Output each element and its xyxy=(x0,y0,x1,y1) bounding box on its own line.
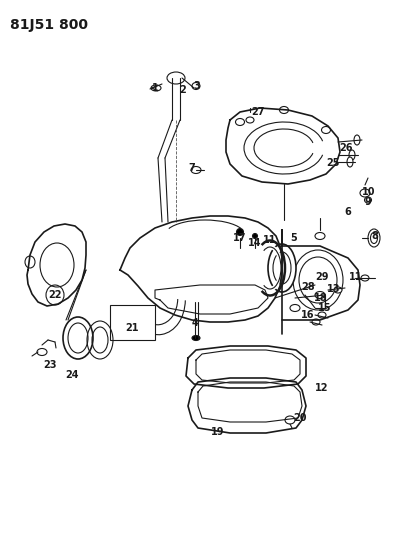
Ellipse shape xyxy=(322,126,331,133)
Ellipse shape xyxy=(253,233,258,238)
Text: 6: 6 xyxy=(345,207,351,217)
Ellipse shape xyxy=(364,197,372,203)
Ellipse shape xyxy=(285,416,295,424)
Text: 3: 3 xyxy=(193,81,201,91)
Text: 18: 18 xyxy=(314,293,328,303)
Text: 11: 11 xyxy=(349,272,363,282)
Text: 16: 16 xyxy=(301,310,315,320)
Text: 23: 23 xyxy=(43,360,57,370)
Text: 9: 9 xyxy=(364,197,372,207)
Text: 29: 29 xyxy=(315,272,329,282)
Text: 27: 27 xyxy=(251,107,265,117)
Text: 20: 20 xyxy=(293,413,307,423)
Ellipse shape xyxy=(318,312,326,318)
Ellipse shape xyxy=(192,335,200,341)
Text: 8: 8 xyxy=(372,231,379,241)
Text: 19: 19 xyxy=(211,427,225,437)
Ellipse shape xyxy=(290,304,300,311)
Ellipse shape xyxy=(354,135,360,145)
Text: 2: 2 xyxy=(180,85,186,95)
Text: 26: 26 xyxy=(339,143,353,153)
FancyBboxPatch shape xyxy=(110,305,155,340)
Ellipse shape xyxy=(334,287,342,293)
Ellipse shape xyxy=(361,275,369,281)
Text: 4: 4 xyxy=(191,318,198,328)
Ellipse shape xyxy=(167,72,185,84)
Ellipse shape xyxy=(312,319,320,325)
Text: 12: 12 xyxy=(315,383,329,393)
Text: 21: 21 xyxy=(125,323,139,333)
Ellipse shape xyxy=(192,83,200,90)
Text: 5: 5 xyxy=(291,233,297,243)
Text: 13: 13 xyxy=(327,284,341,294)
Text: 22: 22 xyxy=(48,290,62,300)
Ellipse shape xyxy=(349,150,355,160)
Ellipse shape xyxy=(268,244,296,292)
Text: 11: 11 xyxy=(263,235,277,245)
Text: 17: 17 xyxy=(233,233,247,243)
Ellipse shape xyxy=(246,117,254,123)
Text: 15: 15 xyxy=(318,303,332,313)
Ellipse shape xyxy=(315,292,325,298)
Ellipse shape xyxy=(347,157,353,167)
Ellipse shape xyxy=(315,232,325,239)
Ellipse shape xyxy=(360,189,370,197)
Text: 7: 7 xyxy=(189,163,195,173)
Text: 24: 24 xyxy=(65,370,79,380)
Ellipse shape xyxy=(279,107,288,114)
Text: 10: 10 xyxy=(362,187,376,197)
Ellipse shape xyxy=(236,229,243,236)
Text: 25: 25 xyxy=(326,158,340,168)
Text: 28: 28 xyxy=(301,282,315,292)
Text: 1: 1 xyxy=(152,83,158,93)
Ellipse shape xyxy=(151,85,161,91)
Text: 81J51 800: 81J51 800 xyxy=(10,18,88,32)
Ellipse shape xyxy=(368,229,380,247)
Text: 14: 14 xyxy=(248,238,262,248)
Ellipse shape xyxy=(37,349,47,356)
Ellipse shape xyxy=(191,166,201,174)
Ellipse shape xyxy=(236,118,245,125)
